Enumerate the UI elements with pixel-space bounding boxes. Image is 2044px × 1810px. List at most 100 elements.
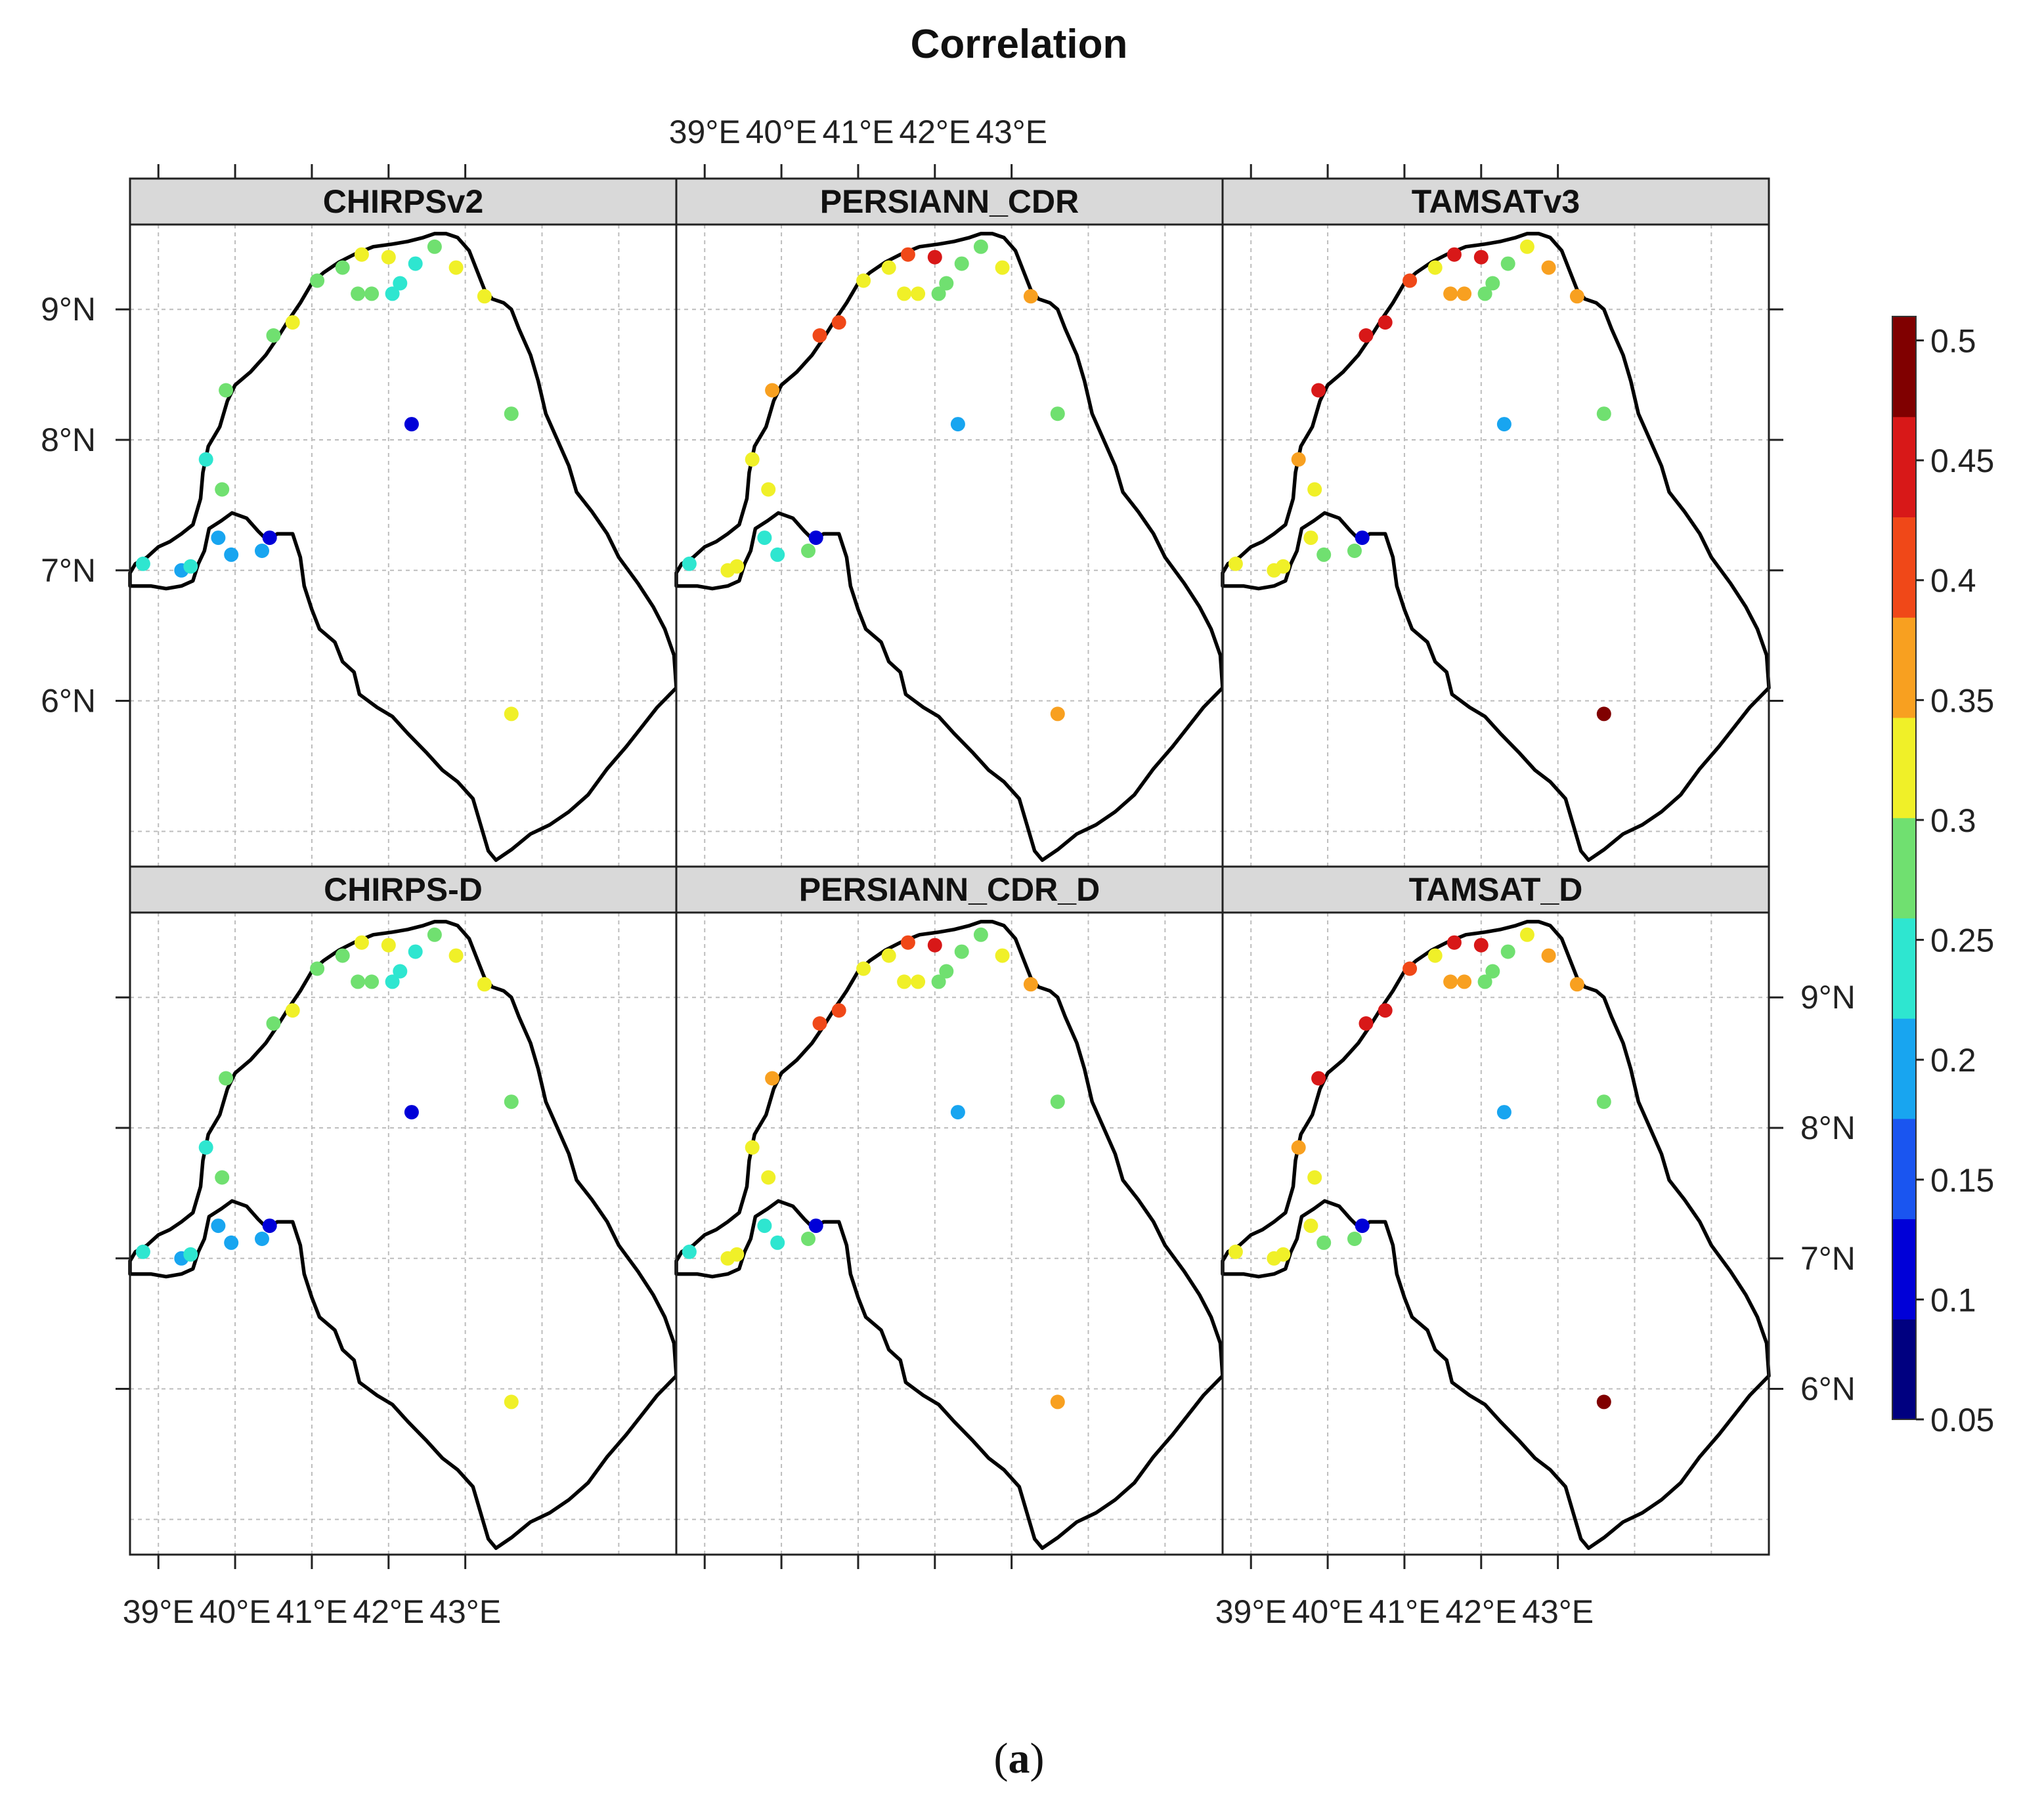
lon-tick-label: 39°E bbox=[669, 114, 741, 150]
station-point bbox=[183, 1247, 198, 1262]
lon-tick-label: 41°E bbox=[1368, 1593, 1440, 1630]
lon-tick-label: 40°E bbox=[1292, 1593, 1364, 1630]
station-point bbox=[1519, 927, 1534, 942]
station-point bbox=[1446, 247, 1462, 262]
station-point bbox=[939, 276, 954, 291]
station-point bbox=[729, 559, 745, 574]
station-point bbox=[285, 315, 300, 330]
panel-title: CHIRPSv2 bbox=[323, 183, 484, 220]
station-point bbox=[1427, 260, 1443, 275]
station-point bbox=[856, 273, 871, 288]
colorbar-tick-label: 0.5 bbox=[1930, 323, 1976, 360]
lat-tick-label: 6°N bbox=[1800, 1371, 1856, 1408]
station-point bbox=[285, 1003, 300, 1018]
station-point bbox=[224, 547, 239, 562]
station-point bbox=[427, 927, 442, 942]
station-point bbox=[198, 452, 213, 467]
station-point bbox=[1303, 1218, 1318, 1234]
station-point bbox=[1307, 482, 1322, 497]
station-point bbox=[1276, 1247, 1291, 1262]
station-point bbox=[1446, 935, 1462, 950]
colorbar-tick-label: 0.4 bbox=[1930, 563, 1976, 599]
station-point bbox=[1596, 1094, 1611, 1110]
colorbar-segment bbox=[1892, 416, 1916, 517]
station-point bbox=[770, 547, 785, 562]
caption-open: ( bbox=[994, 1735, 1009, 1782]
station-point bbox=[215, 1170, 230, 1185]
colorbar-tick-label: 0.35 bbox=[1930, 682, 1994, 719]
station-point bbox=[1477, 286, 1492, 301]
station-point bbox=[1596, 706, 1611, 722]
panels-layer: CHIRPSv2 PERSIANN_CDR TAMSATv3 CHIRPS-D PERS… bbox=[128, 177, 1771, 1556]
lat-tick-label: 9°N bbox=[1800, 979, 1856, 1016]
panel-plot-area bbox=[676, 913, 1223, 1555]
station-point bbox=[310, 273, 325, 288]
station-point bbox=[262, 1218, 277, 1234]
station-point bbox=[897, 974, 912, 989]
panel-title: TAMSAT_D bbox=[1409, 871, 1583, 908]
station-point bbox=[682, 1244, 697, 1259]
panel: CHIRPS-D bbox=[128, 865, 678, 1556]
station-point bbox=[1496, 417, 1511, 432]
panel-plot-area bbox=[1223, 913, 1769, 1555]
station-point bbox=[1473, 937, 1489, 953]
station-point bbox=[939, 964, 954, 979]
station-point bbox=[183, 559, 198, 574]
station-point bbox=[1050, 1094, 1065, 1110]
colorbar-tick-label: 0.2 bbox=[1930, 1042, 1976, 1079]
panel-plot-area bbox=[1223, 225, 1769, 867]
station-point bbox=[1307, 1170, 1322, 1185]
station-point bbox=[808, 1218, 823, 1234]
axes-layer: 39°E 40°E 41°E 42°E 43°E39°E 40°E 41°E 42°E 43°E… bbox=[41, 114, 1856, 1630]
caption-label: a bbox=[1009, 1735, 1030, 1782]
colorbar-segment bbox=[1892, 717, 1916, 819]
station-point bbox=[1457, 974, 1472, 989]
station-point bbox=[950, 417, 965, 432]
station-point bbox=[1355, 530, 1370, 546]
station-point bbox=[427, 239, 442, 254]
colorbar-segment bbox=[1892, 918, 1916, 1019]
station-point bbox=[1541, 948, 1556, 963]
station-point bbox=[745, 1140, 760, 1155]
panel-strip bbox=[129, 177, 678, 226]
station-point bbox=[215, 482, 230, 497]
station-point bbox=[1316, 1235, 1332, 1250]
station-point bbox=[801, 1232, 815, 1246]
station-point bbox=[477, 977, 492, 992]
colorbar-tick-label: 0.25 bbox=[1930, 922, 1994, 959]
station-point bbox=[770, 1235, 785, 1250]
basin-boundary bbox=[674, 920, 1225, 1550]
station-point bbox=[1050, 1394, 1065, 1410]
lon-tick-label: 42°E bbox=[899, 114, 970, 150]
station-point bbox=[911, 286, 926, 301]
station-point bbox=[1541, 260, 1556, 275]
station-point bbox=[995, 948, 1010, 963]
station-point bbox=[954, 944, 969, 959]
station-point bbox=[1303, 530, 1318, 546]
colorbar-segment bbox=[1892, 1218, 1916, 1320]
basin-boundary bbox=[1221, 920, 1771, 1550]
station-point bbox=[1519, 239, 1534, 254]
colorbar-frame bbox=[1892, 316, 1917, 1420]
station-point bbox=[354, 247, 369, 262]
station-point bbox=[911, 974, 926, 989]
lat-tick-label: 8°N bbox=[1800, 1110, 1856, 1146]
station-point bbox=[224, 1235, 239, 1250]
station-point bbox=[1276, 559, 1291, 574]
panel-strip bbox=[1221, 177, 1770, 226]
station-point bbox=[1403, 961, 1418, 976]
colorbar-tick-label: 0.05 bbox=[1930, 1402, 1994, 1438]
station-point bbox=[1347, 1232, 1362, 1246]
station-point bbox=[927, 249, 942, 265]
figure-title: Correlation bbox=[911, 22, 1128, 67]
station-point bbox=[351, 286, 366, 301]
basin-boundary bbox=[128, 232, 678, 862]
lon-tick-label: 39°E bbox=[123, 1593, 194, 1630]
colorbar-segment bbox=[1892, 1319, 1916, 1420]
lon-tick-label: 39°E bbox=[1215, 1593, 1287, 1630]
station-point bbox=[219, 1071, 234, 1086]
station-point bbox=[765, 1071, 780, 1086]
station-point bbox=[900, 935, 915, 950]
station-point bbox=[364, 974, 380, 989]
